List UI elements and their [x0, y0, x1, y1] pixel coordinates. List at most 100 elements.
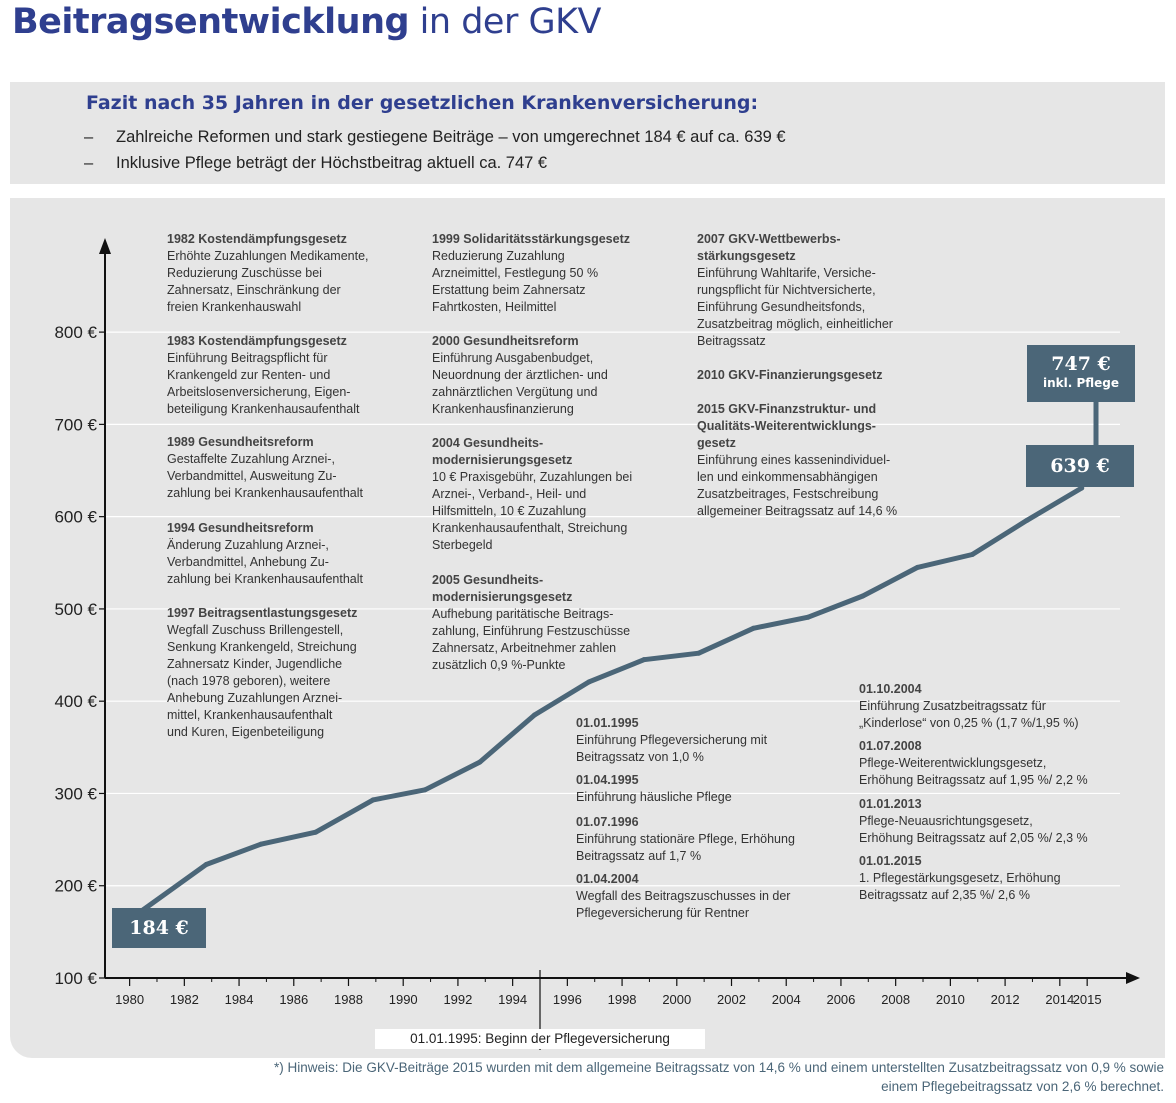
data-point [258, 841, 264, 847]
x-tick-label: 2004 [772, 992, 801, 1007]
annotation-line: Krankenhausfinanzierung [432, 402, 574, 416]
annotation-line: Einführung Pflegeversicherung mit [576, 733, 768, 747]
fazit-item-text: Zahlreiche Reformen und stark gestiegene… [116, 128, 786, 146]
annotation-title: 01.07.1996 [576, 815, 639, 829]
annotation-title: 2015 GKV-Finanzstruktur- und [697, 402, 877, 416]
annotation-line: Wegfall des Beitragszuschusses in der [576, 889, 791, 903]
annotation-line: Gestaffelte Zuzahlung Arznei-, [167, 452, 335, 466]
x-tick-label: 1990 [389, 992, 418, 1007]
annotation-block: 01.01.2013 Pflege-Neuausrichtungsgesetz, E… [859, 796, 1088, 847]
x-tick-label: 1980 [115, 992, 144, 1007]
annotation-line: Arzneimittel, Festlegung 50 % [432, 266, 599, 280]
annotation-title: 01.10.2004 [859, 682, 922, 696]
y-tick-label: 400 € [54, 692, 97, 711]
fazit-box: Fazit nach 35 Jahren in der gesetzlichen… [10, 82, 1165, 184]
annotation-title: 1999 Solidaritätsstärkungsgesetz [432, 232, 630, 246]
annotation-block: 2007 GKV-Wettbewerbs-stärkungsgesetz Einf… [697, 231, 893, 350]
annotation-title: 01.04.2004 [576, 872, 639, 886]
footnote: *) Hinweis: Die GKV-Beiträge 2015 wurden… [274, 1058, 1164, 1096]
annotation-line: „Kinderlose“ von 0,25 % (1,7 %/1,95 %) [859, 716, 1079, 730]
annotation-block: 2010 GKV-Finanzierungsgesetz [697, 367, 882, 384]
data-point [313, 829, 319, 835]
x-tick-label: 2006 [826, 992, 855, 1007]
annotation-line: Pflege-Weiterentwicklungsgesetz, [859, 756, 1047, 770]
pflege-start-label: 01.01.1995: Beginn der Pflegeversicherun… [375, 1029, 705, 1049]
x-tick-label: 2002 [717, 992, 746, 1007]
start-value-box: 184 € [112, 908, 206, 948]
annotation-title: 01.04.1995 [576, 773, 639, 787]
annotation-block: 1994 Gesundheitsreform Änderung Zuzahlung… [167, 520, 363, 588]
x-tick-label: 1996 [553, 992, 582, 1007]
annotation-title: 2010 GKV-Finanzierungsgesetz [697, 368, 883, 382]
annotation-line: Erhöhung Beitragssatz auf 1,95 %/ 2,2 % [859, 773, 1088, 787]
annotation-line: Zusatzbeitrag möglich, einheitlicher [697, 317, 893, 331]
annotation-line: Zahnersatz Kinder, Jugendliche [167, 657, 343, 671]
x-tick-label: 2000 [662, 992, 691, 1007]
annotation-line: rungspflicht für Nichtversicherte, [697, 283, 876, 297]
data-point [641, 657, 647, 663]
annotation-line: Einführung Wahltarife, Versiche- [697, 266, 876, 280]
annotation-block: 01.04.1995 Einführung häusliche Pflege [576, 772, 732, 806]
annotation-line: Aufhebung paritätische Beitrags- [432, 607, 614, 621]
x-tick-label: 1988 [334, 992, 363, 1007]
annotation-title: gesetz [697, 436, 736, 450]
annotation-line: Einführung eines kassenindividuel- [697, 453, 891, 467]
annotation-block: 2004 Gesundheits-modernisierungsgesetz 10… [432, 435, 632, 554]
annotation-title: 2004 Gesundheits- [432, 436, 544, 450]
annotation-line: Hilfsmitteln, 10 € Zuzahlung [432, 504, 587, 518]
y-tick-label: 300 € [54, 784, 97, 803]
annotation-line: mittel, Krankenhausaufenthalt [167, 708, 333, 722]
data-point [203, 862, 209, 868]
annotation-line: zusätzlich 0,9 %-Punkte [432, 658, 566, 672]
y-tick-label: 800 € [54, 323, 97, 342]
pflege-value: 747 € [1051, 353, 1111, 375]
annotation-block: 1999 Solidaritätsstärkungsgesetz Reduzier… [432, 231, 630, 316]
annotation-line: Einführung Gesundheitsfonds, [697, 300, 866, 314]
data-point [1024, 517, 1030, 523]
annotation-title: 1983 Kostendämpfungsgesetz [167, 334, 347, 348]
annotation-line: Änderung Zuzahlung Arznei-, [167, 538, 329, 552]
annotation-line: Erstattung beim Zahnersatz [432, 283, 586, 297]
annotation-line: Sterbegeld [432, 538, 493, 552]
annotation-block: 01.04.2004 Wegfall des Beitragszuschusses… [576, 871, 790, 922]
x-tick-label: 1994 [498, 992, 527, 1007]
annotation-line: und Kuren, Eigenbeteiligung [167, 725, 325, 739]
annotation-line: Beitragssatz von 1,0 % [576, 750, 704, 764]
x-tick-label: 2012 [991, 992, 1020, 1007]
data-point [750, 625, 756, 631]
annotation-line: zahlung bei Krankenhausaufenthalt [167, 486, 363, 500]
gridlines [105, 331, 1120, 887]
annotation-line: beteiligung Krankenhausaufenthalt [167, 402, 360, 416]
annotation-line: Anhebung Zuzahlungen Arznei- [167, 691, 343, 705]
annotation-line: freien Krankenhauswahl [167, 300, 302, 314]
annotation-block: 1982 Kostendämpfungsgesetz Erhöhte Zuzahl… [167, 231, 369, 316]
annotation-line: Beitragssatz [697, 334, 766, 348]
data-point [860, 593, 866, 599]
y-axis-arrow [99, 238, 111, 254]
annotation-line: Erhöhung Beitragssatz auf 2,05 %/ 2,3 % [859, 831, 1088, 845]
footnote-line-1: *) Hinweis: Die GKV-Beiträge 2015 wurden… [274, 1060, 1164, 1075]
annotation-line: Reduzierung Zuzahlung [432, 249, 565, 263]
annotation-title: 1989 Gesundheitsreform [167, 435, 314, 449]
annotation-line: Zahnersatz, Arbeitnehmer zahlen [432, 641, 617, 655]
data-point [969, 551, 975, 557]
annotation-line: Zusatzbeitrages, Festschreibung [697, 487, 879, 501]
annotation-line: Wegfall Zuschuss Brillengestell, [167, 623, 344, 637]
data-point [586, 679, 592, 685]
annotation-block: 01.01.1995 Einführung Pflegeversicherung … [576, 715, 767, 766]
annotation-block: 2000 Gesundheitsreform Einführung Ausgabe… [432, 333, 608, 418]
annotation-line: Reduzierung Zuschüsse bei [167, 266, 322, 280]
pflege-value-box: 747 € inkl. Pflege [1027, 345, 1135, 402]
annotation-block: 01.10.2004 Einführung Zusatzbeitragssatz … [859, 681, 1079, 732]
page-title: Beitragsentwicklung in der GKV [12, 2, 601, 42]
annotation-title: 01.07.2008 [859, 739, 922, 753]
bullet-dash: – [84, 154, 94, 172]
annotation-line: 1. Pflegestärkungsgesetz, Erhöhung [859, 871, 1061, 885]
bullet-dash: – [84, 128, 94, 146]
y-tick-label: 200 € [54, 877, 97, 896]
fazit-item-2: – Inklusive Pflege beträgt der Höchstbeit… [84, 154, 547, 173]
axes [99, 238, 1140, 1050]
y-tick-label: 600 € [54, 508, 97, 527]
annotation-line: Arbeitslosenversicherung, Eigen- [167, 385, 351, 399]
annotation-title: 1994 Gesundheitsreform [167, 521, 314, 535]
